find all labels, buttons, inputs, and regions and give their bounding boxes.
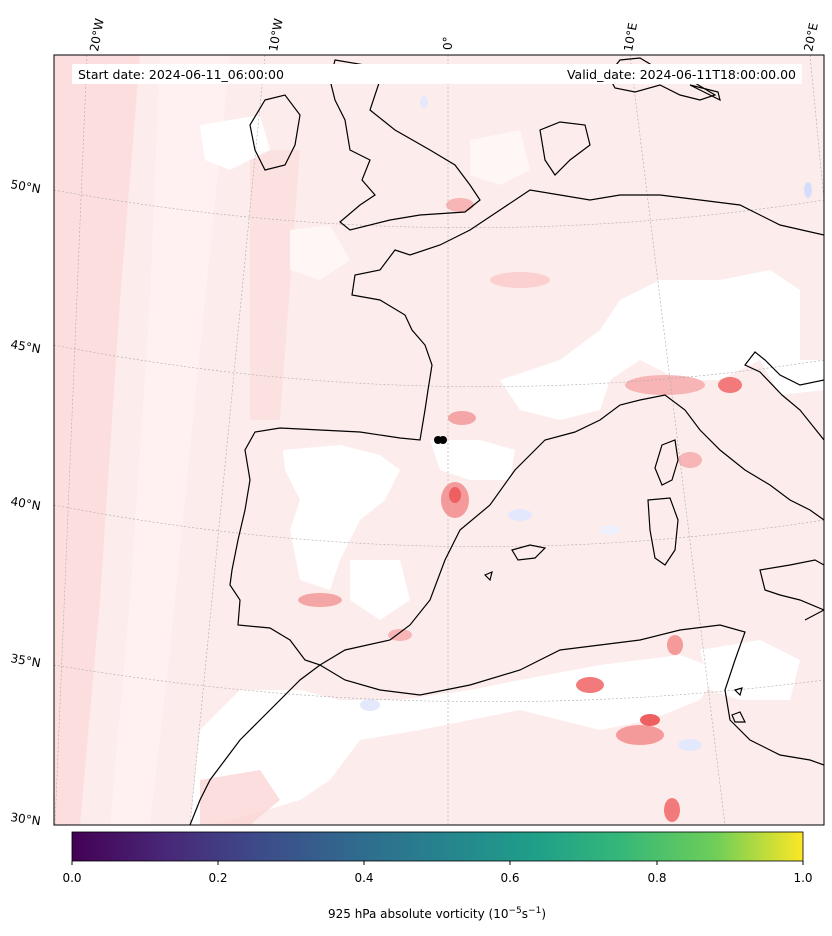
negative-vorticity-gulf-gabes: [678, 739, 702, 751]
vorticity-max-rome: [678, 452, 702, 468]
lon-label-0: 0°: [441, 36, 455, 50]
graticule: [54, 55, 824, 825]
map-panel: [54, 55, 824, 825]
colorbar-tick-label: 0.4: [354, 871, 373, 885]
lat-label-45n: 45°N: [9, 337, 41, 356]
lon-label-10e: 10°E: [621, 22, 640, 53]
lat-label-30n: 30°N: [10, 810, 42, 828]
colorbar-gradient: [71, 831, 804, 862]
colorbar-tick-label: 0.6: [500, 871, 519, 885]
vorticity-max-algeria: [576, 677, 604, 693]
lat-label-40n: 40°N: [9, 494, 41, 513]
valid-date: Valid_date: 2024-06-11T18:00:00.00: [567, 67, 796, 82]
lon-label-20w: 20°W: [87, 17, 107, 52]
vorticity-max-tunisia-core: [640, 714, 660, 726]
coastlines: [189, 57, 824, 825]
lon-label-20e: 20°E: [801, 21, 821, 52]
neutral-area-pyrenees: [430, 440, 515, 480]
neutral-area-tunisia-east: [700, 640, 800, 700]
vorticity-max-ebro-core: [449, 487, 461, 503]
vorticity-max-biscay: [448, 411, 476, 425]
vorticity-max-kent: [446, 198, 474, 212]
marker-points: [434, 436, 447, 444]
vorticity-band-atlantic: [54, 55, 140, 825]
vorticity-band-france: [490, 272, 550, 288]
lat-labels: 50°N 45°N 40°N 35°N 30°N: [9, 177, 41, 828]
vorticity-max-ligurian: [625, 375, 705, 395]
negative-vorticity-north-sea: [420, 96, 428, 108]
neutral-area-alps: [500, 270, 800, 420]
colorbar-label: 925 hPa absolute vorticity (10−5s−1): [328, 906, 546, 921]
neutral-area-iberia: [283, 445, 400, 590]
vorticity-max-andalusia: [298, 593, 342, 607]
negative-vorticity-sardinia-west: [600, 525, 620, 535]
negative-vorticity-alboran: [360, 699, 380, 711]
colorbar-tick-label: 0.8: [647, 871, 666, 885]
colorbar-ticks: [71, 861, 804, 865]
neutral-area-iberia-south: [350, 560, 410, 620]
lon-label-10w: 10°W: [266, 17, 286, 52]
lon-labels: 20°W 10°W 0° 10°E 20°E: [87, 17, 821, 52]
colorbar-tick-label: 0.2: [208, 871, 227, 885]
neutral-area-ireland-west: [200, 115, 270, 170]
header-box: [72, 64, 802, 84]
colorbar-tick-label: 0.0: [62, 871, 81, 885]
light-area-channel: [290, 225, 350, 280]
lat-label-35n: 35°N: [9, 651, 41, 670]
vorticity-max-sicily-channel: [667, 635, 683, 655]
vorticity-max-libya: [664, 798, 680, 822]
vorticity-band-atlantic-3: [250, 150, 300, 420]
lat-label-50n: 50°N: [9, 177, 41, 196]
neutral-area-north-africa: [190, 655, 720, 825]
vorticity-max-gibraltar-east: [388, 629, 412, 641]
colorbar: 0.0 0.2 0.4 0.6 0.8 1.0 925 hPa absolute…: [62, 831, 813, 921]
vorticity-band-atlantic-2: [110, 55, 230, 825]
negative-vorticity-balearic: [508, 509, 532, 521]
neutral-area-adriatic: [760, 360, 824, 395]
map-frame: [53, 54, 825, 826]
light-area-northsea: [470, 130, 530, 185]
vorticity-max-tunisia: [616, 725, 664, 745]
vorticity-max-po: [718, 377, 742, 393]
negative-vorticity-east: [804, 182, 812, 198]
vorticity-patch-morocco: [200, 770, 280, 825]
colorbar-tick-label: 1.0: [793, 871, 812, 885]
start-date: Start date: 2024-06-11_06:00:00: [78, 67, 284, 82]
